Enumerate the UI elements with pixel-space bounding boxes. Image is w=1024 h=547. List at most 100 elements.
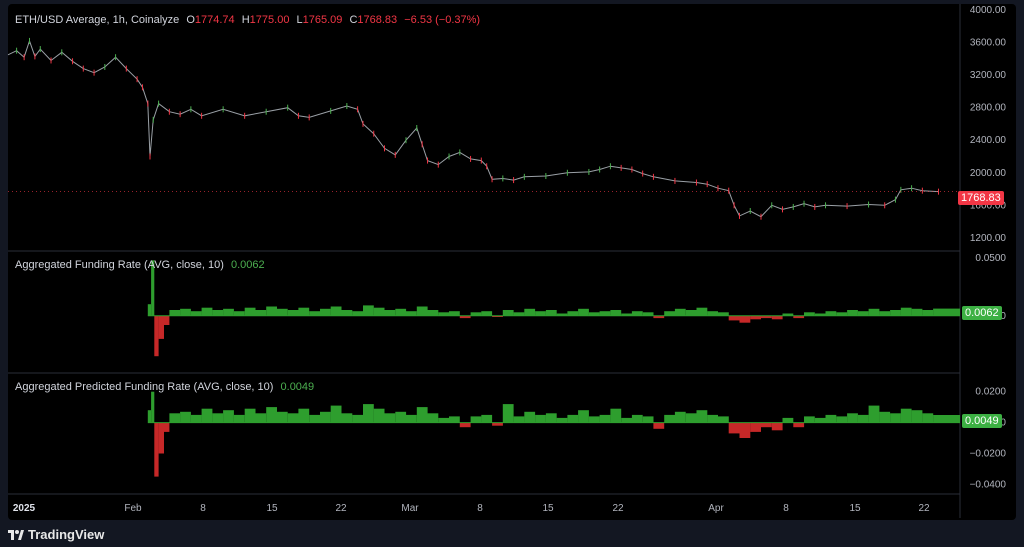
predicted-funding-rate-bar	[158, 422, 164, 454]
funding-rate-bar	[599, 311, 611, 316]
symbol-text: ETH/USD Average, 1h, Coinalyze	[15, 14, 180, 26]
tradingview-logo[interactable]: TradingView	[8, 527, 104, 542]
predicted-funding-rate-bar	[750, 422, 761, 432]
funding-rate-bar	[556, 313, 568, 316]
predicted-funding-rate-bar	[771, 422, 783, 431]
predicted-funding-rate-bar	[395, 411, 407, 423]
predicted-funding-rate-bar	[427, 413, 439, 423]
funding-rate-bar	[255, 310, 267, 316]
funding-rate-bar	[492, 315, 503, 317]
funding-rate-bar	[373, 307, 385, 316]
funding-rate-bar	[309, 311, 320, 316]
predicted-funding-rate-bar	[556, 417, 568, 423]
funding-rate-bar	[427, 310, 439, 316]
predicted-funding-rate-bar	[857, 414, 869, 423]
funding-rate-bar	[911, 308, 923, 316]
close-label: C	[349, 14, 358, 26]
predicted-funding-rate-bar	[244, 408, 256, 423]
time-axis-tick-label: 22	[335, 503, 347, 514]
price-axis-tick-label: 3600.00	[970, 38, 1007, 49]
last-price-tag: 1768.83	[958, 191, 1004, 205]
predicted-funding-rate-bar	[406, 414, 417, 423]
open-label: O	[186, 14, 195, 26]
funding-rate-bar	[524, 308, 536, 316]
price-axis-tick-label: 1600.00	[970, 200, 1007, 211]
funding-rate-value: 0.0062	[230, 259, 265, 271]
funding-rate-bar	[642, 312, 654, 316]
time-axis-tick-label: 15	[849, 503, 861, 514]
funding-rate-bar	[384, 310, 396, 316]
predicted-funding-rate-bar	[255, 413, 267, 423]
funding-rate-bar	[330, 306, 342, 316]
high-value: 1775.00	[249, 14, 290, 26]
funding-rate-title: Aggregated Funding Rate (AVG, close, 10)	[15, 259, 224, 271]
price-axis-tick-label: 4000.00	[970, 5, 1007, 16]
funding-rate-bar	[621, 313, 632, 316]
funding-rate-bar	[567, 311, 579, 316]
predicted-funding-rate-bar	[212, 413, 224, 423]
chart-svg[interactable]: 4000.00 3600.00 3200.00 2800.00 2400.00 2000.…	[0, 0, 1024, 520]
predicted-funding-rate-axis-tick-label: −0.0200	[970, 448, 1007, 459]
predicted-funding-rate-bar	[879, 411, 891, 423]
time-axis-tick-label: Feb	[124, 503, 142, 514]
funding-rate-bar	[728, 315, 740, 321]
time-axis-tick-label: 15	[266, 503, 278, 514]
funding-rate-bar	[664, 311, 675, 316]
predicted-funding-rate-bar	[438, 417, 450, 423]
chart-area[interactable]	[8, 4, 1016, 520]
funding-rate-axis-tick-label: 0.0500	[975, 253, 1006, 264]
funding-rate-bar	[470, 312, 482, 316]
funding-rate-bar	[707, 311, 718, 316]
predicted-funding-rate-bar	[847, 413, 858, 423]
predicted-funding-rate-bar	[169, 413, 181, 423]
predicted-funding-rate-bar	[890, 413, 901, 423]
low-value: 1765.09	[302, 14, 343, 26]
funding-rate-bar	[879, 311, 891, 316]
predicted-funding-rate-bar	[761, 422, 772, 428]
predicted-funding-rate-bar	[588, 416, 600, 423]
funding-rate-bar	[459, 315, 471, 319]
funding-rate-bar	[761, 315, 772, 319]
tradingview-logo-icon	[8, 529, 24, 540]
predicted-funding-rate-bar	[922, 413, 934, 423]
time-axis-tick-label: 8	[783, 503, 789, 514]
predicted-funding-rate-bar	[470, 416, 482, 423]
predicted-funding-rate-bar	[631, 414, 643, 423]
predicted-funding-rate-axis-tick-label: −0.0400	[970, 479, 1007, 490]
funding-rate-bar	[341, 310, 353, 316]
predicted-funding-rate-bar	[728, 422, 740, 434]
predicted-funding-rate-bar	[793, 422, 805, 428]
predicted-funding-rate-bar	[449, 416, 460, 423]
predicted-funding-rate-bar	[384, 413, 396, 423]
predicted-funding-rate-bar	[330, 405, 342, 423]
funding-rate-bar	[154, 315, 159, 357]
funding-rate-bar	[233, 311, 245, 316]
predicted-funding-rate-bar	[578, 410, 589, 423]
close-value: 1768.83	[357, 14, 398, 26]
price-axis-tick-label: 2800.00	[970, 103, 1007, 114]
funding-rate-bar	[535, 311, 546, 316]
predicted-funding-rate-bar	[653, 422, 665, 429]
funding-rate-bar	[223, 308, 234, 316]
funding-rate-bar	[674, 308, 686, 316]
time-axis-tick-label: Apr	[708, 503, 724, 514]
predicted-funding-rate-bar	[287, 413, 299, 423]
tradingview-brand: TradingView	[28, 527, 105, 542]
funding-rate-bar	[739, 315, 751, 323]
footer	[0, 520, 1024, 547]
predicted-funding-rate-bar	[180, 411, 191, 423]
funding-rate-bar	[502, 310, 514, 316]
predicted-funding-rate-bar	[492, 422, 503, 426]
predicted-funding-rate-bar	[151, 391, 155, 423]
funding-rate-bar	[696, 307, 708, 316]
predicted-funding-rate-bar	[190, 414, 202, 423]
predicted-funding-rate-bar	[481, 414, 493, 423]
funding-rate-bar	[847, 310, 858, 316]
funding-rate-bar	[653, 315, 665, 319]
funding-rate-bar	[352, 311, 363, 316]
funding-rate-bar	[578, 308, 589, 316]
predicted-funding-rate-bar	[696, 410, 708, 423]
predicted-funding-rate-bar	[642, 416, 654, 423]
predicted-funding-rate-bar	[266, 407, 277, 423]
funding-rate-bar	[718, 312, 729, 316]
